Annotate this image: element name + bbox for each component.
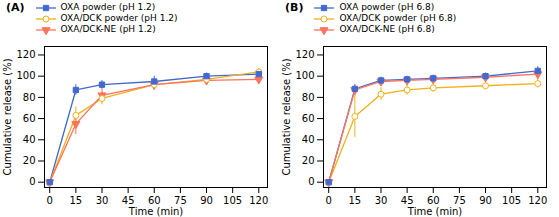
svg-text:Time (min): Time (min) bbox=[407, 206, 462, 217]
html-text:OXA powder (pH 1.2): OXA powder (pH 1.2) bbox=[60, 2, 156, 12]
svg-text:Cumulative release (%): Cumulative release (%) bbox=[281, 58, 292, 175]
svg-text:100: 100 bbox=[295, 70, 314, 81]
svg-text:60: 60 bbox=[148, 195, 161, 206]
svg-text:100: 100 bbox=[16, 70, 35, 81]
svg-text:120: 120 bbox=[249, 195, 268, 206]
svg-text:Cumulative release (%): Cumulative release (%) bbox=[2, 58, 13, 175]
svg-text:0: 0 bbox=[326, 195, 332, 206]
svg-text:80: 80 bbox=[302, 92, 315, 103]
svg-text:30: 30 bbox=[96, 195, 109, 206]
svg-text:105: 105 bbox=[502, 195, 521, 206]
svg-text:105: 105 bbox=[223, 195, 242, 206]
html-text:(B): (B) bbox=[285, 1, 304, 14]
svg-text:75: 75 bbox=[174, 195, 187, 206]
svg-text:45: 45 bbox=[401, 195, 414, 206]
svg-text:120: 120 bbox=[16, 49, 35, 60]
svg-text:15: 15 bbox=[348, 195, 361, 206]
svg-text:60: 60 bbox=[302, 113, 315, 124]
html-text:OXA/DCK-NE (pH 6.8): OXA/DCK-NE (pH 6.8) bbox=[339, 24, 435, 34]
html-text:OXA/DCK powder (pH 6.8): OXA/DCK powder (pH 6.8) bbox=[339, 13, 457, 23]
svg-text:80: 80 bbox=[23, 92, 36, 103]
svg-text:120: 120 bbox=[528, 195, 547, 206]
svg-text:60: 60 bbox=[427, 195, 440, 206]
svg-text:20: 20 bbox=[302, 155, 315, 166]
svg-text:0: 0 bbox=[47, 195, 53, 206]
html-text:OXA/DCK powder (pH 1.2): OXA/DCK powder (pH 1.2) bbox=[60, 13, 178, 23]
html-text:OXA powder (pH 6.8): OXA powder (pH 6.8) bbox=[339, 2, 435, 12]
svg-text:0: 0 bbox=[308, 176, 314, 187]
svg-text:0: 0 bbox=[29, 176, 35, 187]
svg-text:20: 20 bbox=[23, 155, 36, 166]
svg-text:40: 40 bbox=[23, 134, 36, 145]
svg-text:30: 30 bbox=[375, 195, 388, 206]
svg-text:45: 45 bbox=[122, 195, 135, 206]
svg-text:75: 75 bbox=[453, 195, 466, 206]
svg-text:60: 60 bbox=[23, 113, 36, 124]
svg-text:90: 90 bbox=[479, 195, 492, 206]
svg-text:Time (min): Time (min) bbox=[128, 206, 183, 217]
svg-text:120: 120 bbox=[295, 49, 314, 60]
html-text:OXA/DCK-NE (pH 1.2): OXA/DCK-NE (pH 1.2) bbox=[60, 24, 156, 34]
svg-text:15: 15 bbox=[69, 195, 82, 206]
html-text:(A): (A) bbox=[6, 1, 25, 14]
svg-text:40: 40 bbox=[302, 134, 315, 145]
svg-text:90: 90 bbox=[200, 195, 213, 206]
